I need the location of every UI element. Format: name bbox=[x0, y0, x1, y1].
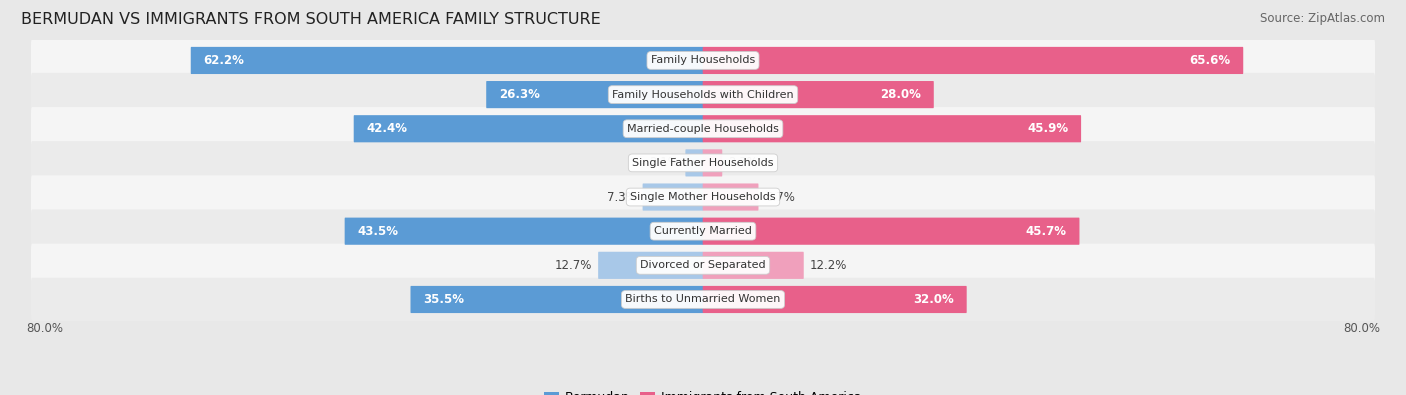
Text: 12.7%: 12.7% bbox=[554, 259, 592, 272]
FancyBboxPatch shape bbox=[703, 115, 1081, 142]
FancyBboxPatch shape bbox=[703, 81, 934, 108]
FancyBboxPatch shape bbox=[31, 39, 1375, 82]
Text: 65.6%: 65.6% bbox=[1189, 54, 1230, 67]
Text: 35.5%: 35.5% bbox=[423, 293, 464, 306]
Text: Divorced or Separated: Divorced or Separated bbox=[640, 260, 766, 270]
Text: 80.0%: 80.0% bbox=[1343, 322, 1379, 335]
Text: Source: ZipAtlas.com: Source: ZipAtlas.com bbox=[1260, 12, 1385, 25]
FancyBboxPatch shape bbox=[598, 252, 703, 279]
FancyBboxPatch shape bbox=[685, 149, 703, 177]
Text: 43.5%: 43.5% bbox=[357, 225, 398, 238]
Text: Currently Married: Currently Married bbox=[654, 226, 752, 236]
Text: 6.7%: 6.7% bbox=[765, 190, 794, 203]
FancyBboxPatch shape bbox=[703, 286, 967, 313]
FancyBboxPatch shape bbox=[703, 149, 723, 177]
FancyBboxPatch shape bbox=[31, 107, 1375, 150]
Text: Single Mother Households: Single Mother Households bbox=[630, 192, 776, 202]
Text: Single Father Households: Single Father Households bbox=[633, 158, 773, 168]
Text: 45.7%: 45.7% bbox=[1026, 225, 1067, 238]
Text: Family Households with Children: Family Households with Children bbox=[612, 90, 794, 100]
FancyBboxPatch shape bbox=[643, 183, 703, 211]
FancyBboxPatch shape bbox=[31, 209, 1375, 253]
Text: 2.1%: 2.1% bbox=[650, 156, 679, 169]
Legend: Bermudan, Immigrants from South America: Bermudan, Immigrants from South America bbox=[538, 386, 868, 395]
Text: 62.2%: 62.2% bbox=[204, 54, 245, 67]
Text: 26.3%: 26.3% bbox=[499, 88, 540, 101]
Text: 7.3%: 7.3% bbox=[606, 190, 637, 203]
FancyBboxPatch shape bbox=[31, 175, 1375, 219]
Text: BERMUDAN VS IMMIGRANTS FROM SOUTH AMERICA FAMILY STRUCTURE: BERMUDAN VS IMMIGRANTS FROM SOUTH AMERIC… bbox=[21, 12, 600, 27]
Text: 28.0%: 28.0% bbox=[880, 88, 921, 101]
FancyBboxPatch shape bbox=[354, 115, 703, 142]
Text: Family Households: Family Households bbox=[651, 55, 755, 66]
FancyBboxPatch shape bbox=[703, 47, 1243, 74]
FancyBboxPatch shape bbox=[703, 218, 1080, 245]
Text: 42.4%: 42.4% bbox=[367, 122, 408, 135]
Text: 12.2%: 12.2% bbox=[810, 259, 848, 272]
FancyBboxPatch shape bbox=[191, 47, 703, 74]
Text: 45.9%: 45.9% bbox=[1028, 122, 1069, 135]
Text: 80.0%: 80.0% bbox=[27, 322, 63, 335]
Text: 2.3%: 2.3% bbox=[728, 156, 758, 169]
Text: Births to Unmarried Women: Births to Unmarried Women bbox=[626, 295, 780, 305]
FancyBboxPatch shape bbox=[31, 278, 1375, 321]
Text: Married-couple Households: Married-couple Households bbox=[627, 124, 779, 134]
FancyBboxPatch shape bbox=[31, 73, 1375, 117]
FancyBboxPatch shape bbox=[703, 183, 758, 211]
FancyBboxPatch shape bbox=[31, 141, 1375, 184]
FancyBboxPatch shape bbox=[486, 81, 703, 108]
FancyBboxPatch shape bbox=[411, 286, 703, 313]
Text: 32.0%: 32.0% bbox=[914, 293, 955, 306]
FancyBboxPatch shape bbox=[344, 218, 703, 245]
FancyBboxPatch shape bbox=[31, 244, 1375, 287]
FancyBboxPatch shape bbox=[703, 252, 804, 279]
